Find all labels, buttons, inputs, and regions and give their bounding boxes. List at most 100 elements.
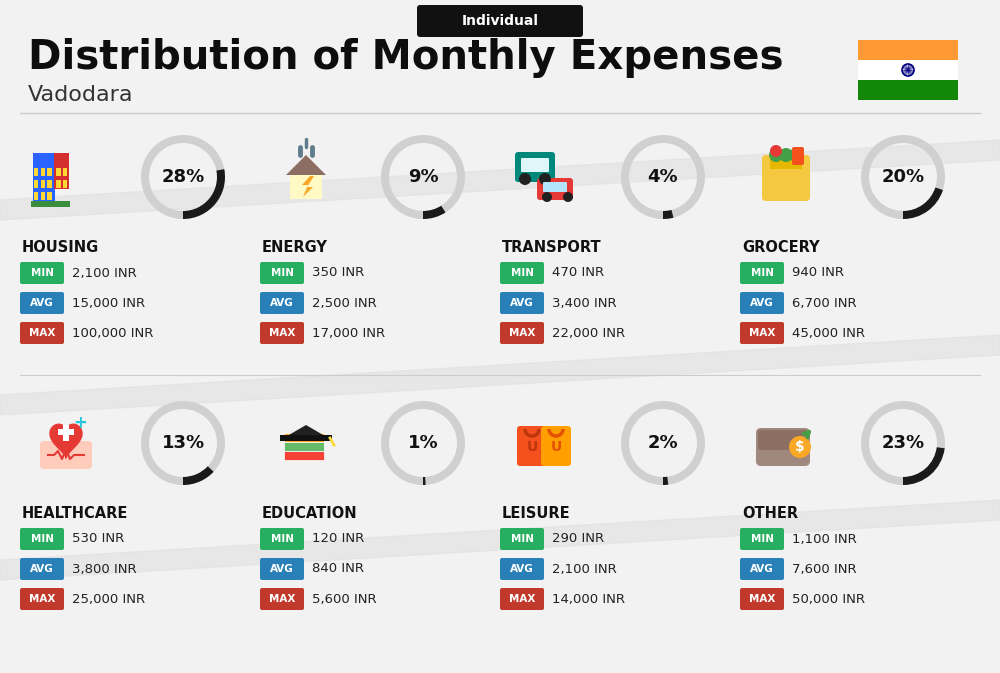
Text: 290 INR: 290 INR xyxy=(552,532,604,546)
FancyBboxPatch shape xyxy=(792,147,804,165)
FancyBboxPatch shape xyxy=(284,433,324,442)
Text: AVG: AVG xyxy=(750,298,774,308)
Text: HEALTHCARE: HEALTHCARE xyxy=(22,506,128,521)
FancyBboxPatch shape xyxy=(34,180,38,188)
Text: MIN: MIN xyxy=(30,534,54,544)
Text: 2%: 2% xyxy=(648,434,678,452)
Wedge shape xyxy=(381,401,465,485)
Text: MIN: MIN xyxy=(750,534,774,544)
Text: MIN: MIN xyxy=(511,534,534,544)
FancyBboxPatch shape xyxy=(515,152,555,182)
Text: 22,000 INR: 22,000 INR xyxy=(552,326,625,339)
Text: MIN: MIN xyxy=(750,268,774,278)
FancyBboxPatch shape xyxy=(260,528,304,550)
Text: MAX: MAX xyxy=(509,594,535,604)
FancyBboxPatch shape xyxy=(47,192,52,200)
Text: 45,000 INR: 45,000 INR xyxy=(792,326,865,339)
FancyBboxPatch shape xyxy=(58,429,74,435)
FancyBboxPatch shape xyxy=(63,180,67,188)
Wedge shape xyxy=(663,476,668,485)
Polygon shape xyxy=(0,140,1000,220)
Text: 470 INR: 470 INR xyxy=(552,267,604,279)
Text: 100,000 INR: 100,000 INR xyxy=(72,326,153,339)
Text: Distribution of Monthly Expenses: Distribution of Monthly Expenses xyxy=(28,38,784,78)
Circle shape xyxy=(789,436,811,458)
Text: HOUSING: HOUSING xyxy=(22,240,99,255)
Text: MAX: MAX xyxy=(749,594,775,604)
Text: 2,100 INR: 2,100 INR xyxy=(552,563,617,575)
Circle shape xyxy=(519,173,531,185)
Text: 2,500 INR: 2,500 INR xyxy=(312,297,377,310)
FancyBboxPatch shape xyxy=(56,180,60,188)
FancyBboxPatch shape xyxy=(500,528,544,550)
FancyBboxPatch shape xyxy=(41,168,45,176)
FancyBboxPatch shape xyxy=(260,262,304,284)
FancyBboxPatch shape xyxy=(858,40,958,60)
FancyBboxPatch shape xyxy=(500,292,544,314)
FancyBboxPatch shape xyxy=(858,60,958,80)
Text: 2,100 INR: 2,100 INR xyxy=(72,267,137,279)
FancyBboxPatch shape xyxy=(56,168,60,176)
Text: MAX: MAX xyxy=(749,328,775,338)
FancyBboxPatch shape xyxy=(260,292,304,314)
Text: MAX: MAX xyxy=(269,328,295,338)
Text: 1%: 1% xyxy=(408,434,438,452)
FancyBboxPatch shape xyxy=(280,435,332,441)
Circle shape xyxy=(779,148,793,162)
Text: 23%: 23% xyxy=(881,434,925,452)
FancyBboxPatch shape xyxy=(417,5,583,37)
Text: 3,800 INR: 3,800 INR xyxy=(72,563,137,575)
FancyBboxPatch shape xyxy=(740,588,784,610)
Text: 530 INR: 530 INR xyxy=(72,532,124,546)
Text: 20%: 20% xyxy=(881,168,925,186)
Text: GROCERY: GROCERY xyxy=(742,240,820,255)
Circle shape xyxy=(770,145,782,157)
FancyBboxPatch shape xyxy=(34,168,38,176)
Text: 6,700 INR: 6,700 INR xyxy=(792,297,857,310)
FancyBboxPatch shape xyxy=(47,168,52,176)
FancyBboxPatch shape xyxy=(756,428,810,466)
FancyBboxPatch shape xyxy=(521,158,549,172)
Text: MIN: MIN xyxy=(270,268,294,278)
FancyBboxPatch shape xyxy=(740,292,784,314)
Text: 7,600 INR: 7,600 INR xyxy=(792,563,857,575)
FancyBboxPatch shape xyxy=(290,175,322,199)
FancyBboxPatch shape xyxy=(33,153,55,201)
FancyBboxPatch shape xyxy=(20,322,64,344)
Text: EDUCATION: EDUCATION xyxy=(262,506,358,521)
Text: 840 INR: 840 INR xyxy=(312,563,364,575)
FancyBboxPatch shape xyxy=(20,588,64,610)
Circle shape xyxy=(539,173,551,185)
FancyBboxPatch shape xyxy=(34,192,38,200)
Polygon shape xyxy=(286,155,326,175)
Text: 13%: 13% xyxy=(161,434,205,452)
Text: 120 INR: 120 INR xyxy=(312,532,364,546)
FancyBboxPatch shape xyxy=(47,180,52,188)
FancyBboxPatch shape xyxy=(284,451,324,460)
Text: MIN: MIN xyxy=(30,268,54,278)
Text: 3,400 INR: 3,400 INR xyxy=(552,297,617,310)
FancyBboxPatch shape xyxy=(500,558,544,580)
Text: MAX: MAX xyxy=(29,594,55,604)
Text: 28%: 28% xyxy=(161,168,205,186)
Text: AVG: AVG xyxy=(270,298,294,308)
Text: +: + xyxy=(73,414,87,432)
Text: AVG: AVG xyxy=(30,564,54,574)
FancyBboxPatch shape xyxy=(762,155,810,201)
Text: 25,000 INR: 25,000 INR xyxy=(72,592,145,606)
FancyBboxPatch shape xyxy=(40,441,92,469)
Text: ENERGY: ENERGY xyxy=(262,240,328,255)
Text: MAX: MAX xyxy=(509,328,535,338)
Circle shape xyxy=(769,148,783,162)
Text: 9%: 9% xyxy=(408,168,438,186)
Wedge shape xyxy=(663,210,673,219)
FancyBboxPatch shape xyxy=(260,322,304,344)
FancyBboxPatch shape xyxy=(63,168,67,176)
Circle shape xyxy=(542,192,552,202)
FancyBboxPatch shape xyxy=(284,442,324,451)
FancyBboxPatch shape xyxy=(20,292,64,314)
FancyBboxPatch shape xyxy=(63,425,69,441)
Text: AVG: AVG xyxy=(750,564,774,574)
Text: AVG: AVG xyxy=(510,564,534,574)
FancyBboxPatch shape xyxy=(541,426,571,466)
